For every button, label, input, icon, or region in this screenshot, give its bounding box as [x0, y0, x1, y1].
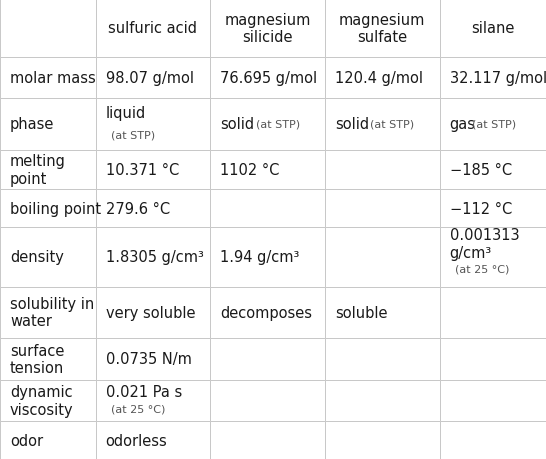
Bar	[325, 190, 440, 228]
Bar	[325, 421, 440, 459]
Text: solid: solid	[335, 117, 369, 132]
Text: decomposes: decomposes	[220, 305, 312, 320]
Bar	[440, 228, 546, 287]
Text: silane: silane	[471, 21, 514, 36]
Text: 76.695 g/mol: 76.695 g/mol	[220, 71, 317, 86]
Bar	[0, 151, 96, 190]
Text: 279.6 °C: 279.6 °C	[105, 201, 170, 216]
Bar	[440, 421, 546, 459]
Bar	[325, 380, 440, 421]
Bar	[0, 380, 96, 421]
Text: 10.371 °C: 10.371 °C	[105, 162, 179, 178]
Bar	[440, 0, 546, 57]
Bar	[440, 190, 546, 228]
Text: surface
tension: surface tension	[10, 343, 64, 375]
Text: very soluble: very soluble	[105, 305, 195, 320]
Bar	[96, 287, 210, 338]
Text: solubility in
water: solubility in water	[10, 297, 94, 329]
Text: dynamic
viscosity: dynamic viscosity	[10, 385, 74, 417]
Text: −185 °C: −185 °C	[449, 162, 512, 178]
Text: (at STP): (at STP)	[472, 120, 517, 129]
Text: solid: solid	[220, 117, 254, 132]
Text: melting
point: melting point	[10, 154, 66, 186]
Bar	[325, 287, 440, 338]
Text: magnesium
silicide: magnesium silicide	[224, 12, 311, 45]
Text: 1.8305 g/cm³: 1.8305 g/cm³	[105, 250, 204, 265]
Bar	[0, 57, 96, 99]
Text: phase: phase	[10, 117, 55, 132]
Bar	[325, 228, 440, 287]
Bar	[210, 228, 325, 287]
Bar	[210, 99, 325, 151]
Text: 1102 °C: 1102 °C	[220, 162, 280, 178]
Text: (at 25 °C): (at 25 °C)	[454, 264, 509, 274]
Text: (at 25 °C): (at 25 °C)	[110, 404, 165, 414]
Bar	[0, 338, 96, 380]
Text: (at STP): (at STP)	[256, 120, 300, 129]
Text: liquid: liquid	[105, 106, 146, 121]
Bar	[440, 57, 546, 99]
Bar	[96, 421, 210, 459]
Bar	[0, 421, 96, 459]
Bar	[96, 57, 210, 99]
Text: 1.94 g/cm³: 1.94 g/cm³	[220, 250, 300, 265]
Bar	[325, 151, 440, 190]
Bar	[210, 151, 325, 190]
Bar	[0, 228, 96, 287]
Bar	[325, 99, 440, 151]
Text: 120.4 g/mol: 120.4 g/mol	[335, 71, 423, 86]
Bar	[96, 380, 210, 421]
Bar	[440, 151, 546, 190]
Text: 32.117 g/mol: 32.117 g/mol	[449, 71, 546, 86]
Text: 0.0735 N/m: 0.0735 N/m	[105, 352, 192, 367]
Bar	[0, 190, 96, 228]
Bar	[440, 338, 546, 380]
Bar	[96, 151, 210, 190]
Text: 0.021 Pa s: 0.021 Pa s	[105, 384, 182, 399]
Text: −112 °C: −112 °C	[449, 201, 512, 216]
Bar	[210, 287, 325, 338]
Bar	[96, 190, 210, 228]
Bar	[440, 287, 546, 338]
Text: density: density	[10, 250, 64, 265]
Text: boiling point: boiling point	[10, 201, 101, 216]
Text: (at STP): (at STP)	[370, 120, 414, 129]
Bar	[0, 0, 96, 57]
Bar	[96, 99, 210, 151]
Bar	[325, 338, 440, 380]
Text: 0.001313
g/cm³: 0.001313 g/cm³	[449, 228, 519, 260]
Text: odor: odor	[10, 433, 43, 448]
Bar	[440, 380, 546, 421]
Text: gas: gas	[449, 117, 476, 132]
Bar	[210, 380, 325, 421]
Text: soluble: soluble	[335, 305, 387, 320]
Bar	[210, 421, 325, 459]
Text: 98.07 g/mol: 98.07 g/mol	[105, 71, 193, 86]
Bar	[210, 190, 325, 228]
Bar	[210, 338, 325, 380]
Bar	[325, 57, 440, 99]
Text: molar mass: molar mass	[10, 71, 96, 86]
Bar	[96, 338, 210, 380]
Text: odorless: odorless	[105, 433, 167, 448]
Bar	[210, 0, 325, 57]
Bar	[96, 228, 210, 287]
Text: sulfuric acid: sulfuric acid	[108, 21, 198, 36]
Bar	[210, 57, 325, 99]
Bar	[96, 0, 210, 57]
Bar	[0, 287, 96, 338]
Bar	[325, 0, 440, 57]
Text: magnesium
sulfate: magnesium sulfate	[339, 12, 425, 45]
Text: (at STP): (at STP)	[110, 130, 155, 140]
Bar	[0, 99, 96, 151]
Bar	[440, 99, 546, 151]
